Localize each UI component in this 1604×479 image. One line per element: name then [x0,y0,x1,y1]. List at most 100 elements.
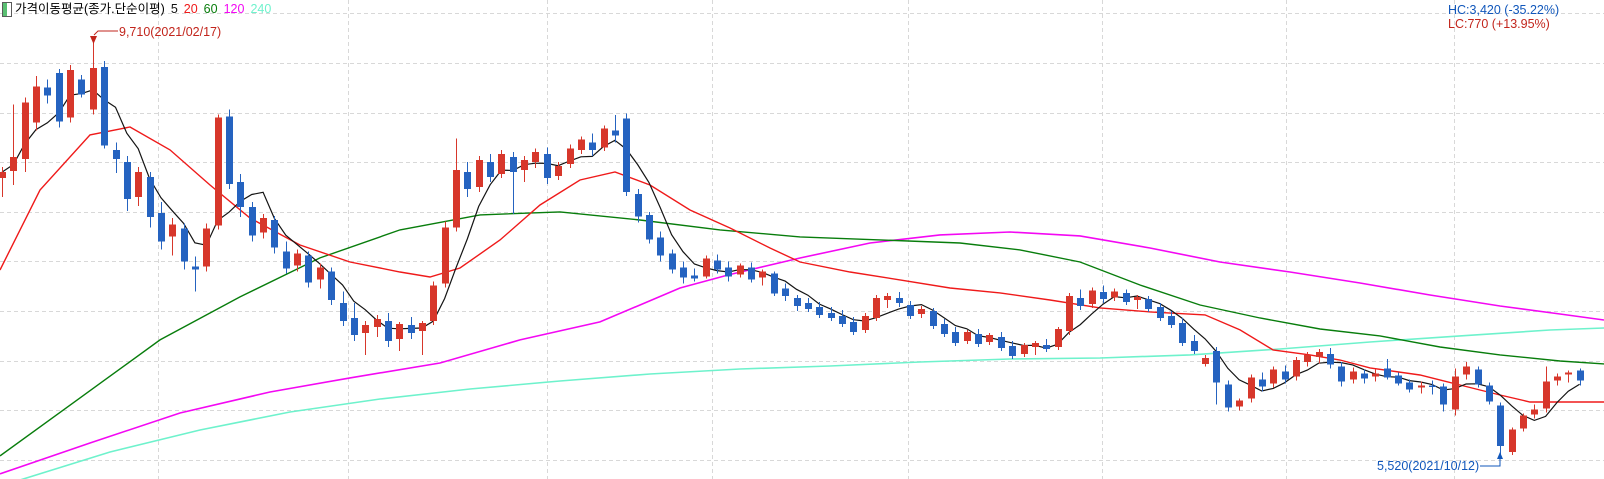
up-candle [498,154,505,175]
up-candle [578,139,585,151]
up-candle [1520,415,1527,429]
up-candle [521,160,528,171]
ma60-line [0,211,1604,457]
indicator-toggle-icon[interactable] [2,2,12,17]
indicator-legend: 가격이동평균(종가.단순이평) 5 20 60 120 240 [2,2,271,17]
down-candle [850,322,857,332]
lowest-close-stat: LC:770 (+13.95%) [1448,17,1550,31]
up-candle [1134,297,1141,301]
down-candle [283,251,290,269]
down-candle [725,267,732,277]
down-candle [487,162,494,178]
highest-close-stat: HC:3,420 (-35.22%) [1448,3,1559,17]
down-candle [907,305,914,317]
up-candle [1452,376,1459,410]
down-candle [680,267,687,278]
down-candle [1123,293,1130,303]
up-candle [67,69,74,118]
down-candle [748,267,755,280]
up-candle [476,160,483,187]
up-candle [1055,329,1062,347]
up-candle [1236,400,1243,407]
down-candle [1338,366,1345,382]
up-candle [1248,377,1255,399]
down-candle [975,334,982,344]
high-annotation-label: 9,710(2021/02/17) [119,25,221,39]
candles-layer [0,42,1584,459]
up-candle [1463,366,1470,375]
down-candle [464,172,471,189]
ma-period-240: 240 [250,2,272,16]
down-candle [952,332,959,343]
down-candle [544,154,551,178]
down-candle [56,72,63,122]
up-candle [430,285,437,321]
up-candle [873,298,880,319]
down-candle [1145,299,1152,310]
up-candle [1565,372,1572,375]
up-candle [317,267,324,280]
up-candle [215,117,222,226]
down-candle [124,162,131,199]
down-candle [1259,379,1266,387]
down-candle [839,316,846,324]
down-candle [669,253,676,270]
indicator-title: 가격이동평균(종가.단순이평) [15,2,165,16]
up-candle [203,228,210,267]
ma240-line [20,327,1604,479]
up-candle [1418,385,1425,388]
up-candle [1111,291,1118,298]
down-candle [249,206,256,236]
up-candle [703,258,710,277]
down-candle [385,321,392,341]
up-candle [1304,354,1311,362]
down-candle [816,307,823,315]
up-candle [90,67,97,110]
down-candle [408,325,415,333]
up-candle [1316,351,1323,357]
up-candle [22,102,29,160]
ma120-line [0,231,1604,475]
ma-period-60: 60 [203,2,218,16]
down-candle [1077,298,1084,307]
down-candle [1100,292,1107,300]
down-candle [305,255,312,283]
up-candle [918,309,925,315]
down-candle [1009,345,1016,356]
up-candle [362,325,369,333]
up-candle [759,271,766,278]
up-candle [601,128,608,148]
down-candle [657,237,664,256]
down-candle [896,298,903,304]
up-candle [1089,290,1096,305]
ma-period-5: 5 [170,2,178,16]
ma5-line [1,89,1580,422]
up-candle [884,296,891,301]
ma-period-120: 120 [223,2,245,16]
up-candle [555,166,562,176]
down-candle [623,118,630,192]
down-candle [1191,340,1198,351]
up-candle [374,319,381,327]
down-candle [805,303,812,310]
moving-average-lines [0,89,1604,479]
down-candle [1497,405,1504,447]
up-candle [396,324,403,339]
up-candle [169,224,176,237]
up-candle [1350,371,1357,380]
down-candle [1395,375,1402,384]
up-candle [1531,409,1538,415]
down-candle [714,260,721,270]
down-candle [941,324,948,334]
down-candle [1168,316,1175,325]
annotation-layer: 9,710(2021/02/17) 5,520(2021/10/12) HC:3… [90,3,1559,473]
down-candle [1577,370,1584,381]
up-candle [33,86,40,123]
up-candle [419,323,426,331]
down-candle [1475,369,1482,385]
ma20-line [0,126,1604,403]
down-candle [237,182,244,207]
down-candle [1213,350,1220,383]
